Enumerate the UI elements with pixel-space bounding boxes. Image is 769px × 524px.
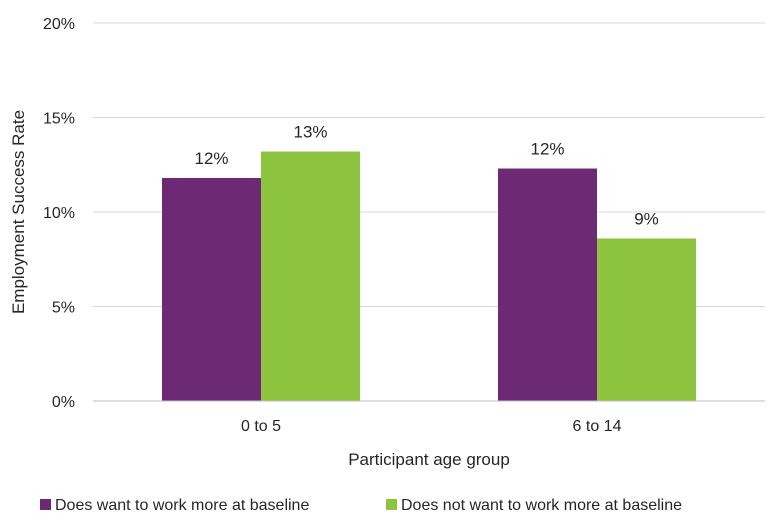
y-axis-title: Employment Success Rate: [9, 110, 28, 314]
data-label: 12%: [194, 149, 228, 168]
legend-swatch: [40, 499, 51, 510]
x-tick-label: 6 to 14: [573, 418, 622, 435]
y-tick-label: 20%: [43, 16, 75, 33]
legend: Does want to work more at baseline Does n…: [40, 497, 682, 514]
y-axis-ticks: 0% 5% 10% 15% 20%: [43, 16, 75, 411]
bar: [597, 238, 696, 401]
x-axis-ticks: 0 to 5 6 to 14: [241, 418, 622, 435]
legend-label: Does want to work more at baseline: [55, 497, 309, 514]
legend-swatch: [386, 499, 397, 510]
bar: [261, 151, 360, 401]
data-label: 13%: [293, 123, 327, 142]
y-tick-label: 5%: [52, 300, 75, 317]
x-axis-title: Participant age group: [348, 450, 510, 469]
y-tick-label: 0%: [52, 394, 75, 411]
bar: [498, 168, 597, 401]
legend-label: Does not want to work more at baseline: [401, 497, 682, 514]
y-tick-label: 10%: [43, 205, 75, 222]
x-tick-label: 0 to 5: [241, 418, 281, 435]
data-labels: 12% 13% 12% 9%: [194, 123, 658, 229]
bars: [162, 151, 696, 401]
data-label: 9%: [634, 209, 659, 228]
data-label: 12%: [530, 140, 564, 159]
bar: [162, 177, 261, 401]
y-tick-label: 15%: [43, 111, 75, 128]
